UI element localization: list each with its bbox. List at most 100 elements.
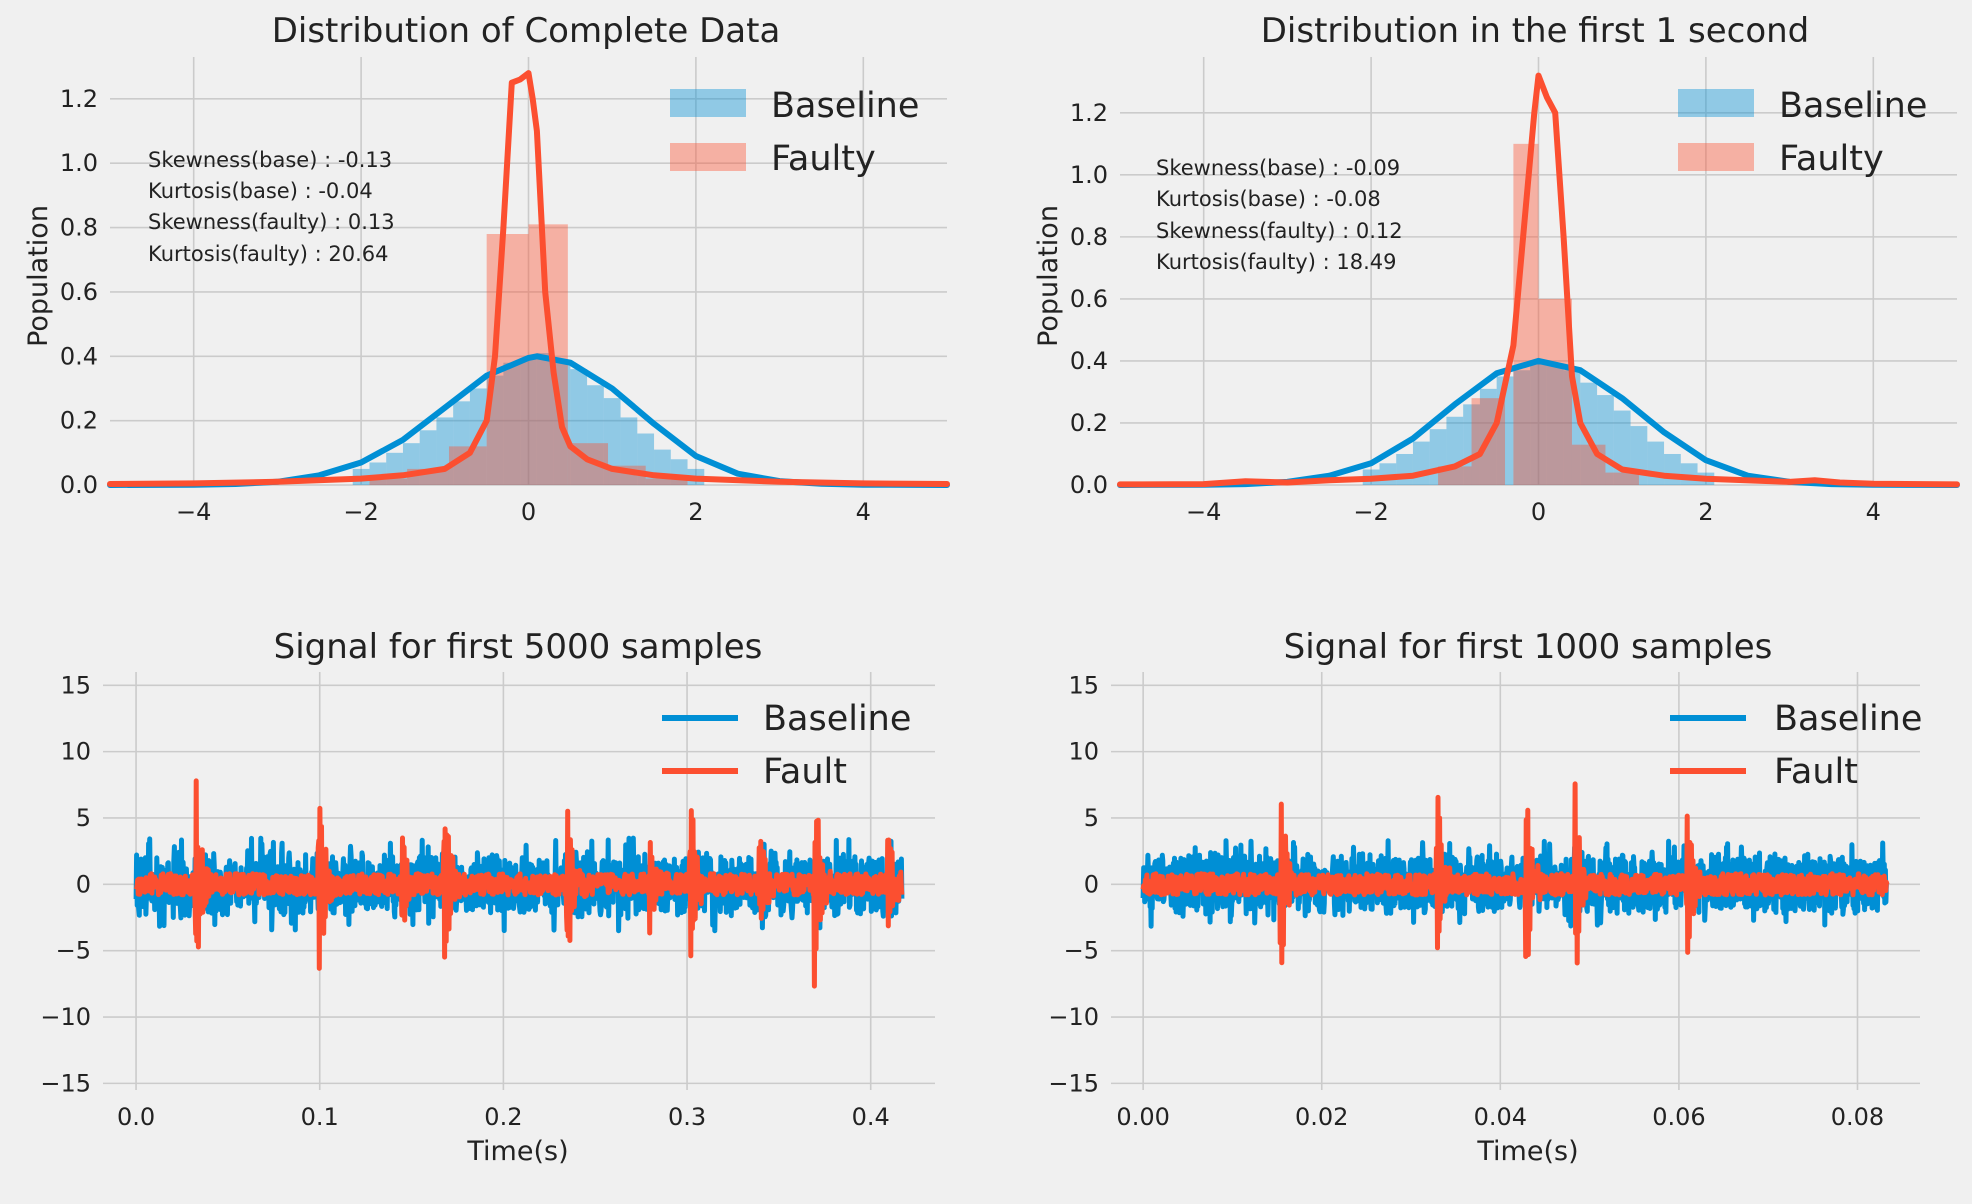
x-axis-label: Time(s)	[466, 1136, 568, 1167]
histogram-bar	[369, 478, 408, 485]
annotation-skewness-base: Skewness(base) : -0.13	[148, 148, 392, 172]
plot-area: −4 −2 0 2 4 0.0 0.2 0.4 0.6 0.8 1.0 1.2	[60, 57, 950, 526]
y-tick-label: 0.2	[60, 407, 98, 435]
x-axis-label: Time(s)	[1476, 1136, 1578, 1167]
x-tick-label: 2	[688, 498, 703, 526]
histogram-bar	[1530, 360, 1547, 485]
legend-label-faulty: Faulty	[1779, 139, 1884, 179]
legend: Baseline Faulty	[1678, 86, 1927, 179]
histogram-bar	[1647, 441, 1665, 485]
legend-label-baseline: Baseline	[1774, 699, 1922, 739]
y-tick-label: 1.2	[1070, 99, 1108, 127]
histogram-bar	[1546, 364, 1564, 485]
annotation-skewness-faulty: Skewness(faulty) : 0.12	[1156, 219, 1403, 243]
x-tick-label: 0.1	[301, 1103, 339, 1131]
legend: Baseline Fault	[662, 699, 911, 792]
histogram-bar	[645, 478, 688, 485]
y-tick-label: 0.8	[60, 214, 98, 242]
annotation-kurtosis-base: Kurtosis(base) : -0.08	[1156, 187, 1381, 211]
y-tick-label: 10	[60, 738, 91, 766]
x-tick-label: 0.0	[117, 1103, 155, 1131]
legend-swatch-faulty	[1678, 143, 1754, 171]
x-tick-label: 4	[856, 498, 871, 526]
y-tick-label: −15	[1048, 1069, 1099, 1097]
legend: Baseline Faulty	[670, 86, 919, 179]
x-tick-label: 0.00	[1116, 1103, 1169, 1131]
histogram-bar	[520, 359, 537, 485]
legend-label-faulty: Faulty	[771, 139, 876, 179]
legend-label-fault: Fault	[763, 752, 847, 792]
histogram-bar	[1571, 444, 1606, 485]
y-tick-label: 0.0	[1070, 471, 1108, 499]
legend-swatch-faulty	[670, 143, 746, 171]
y-tick-label: 0	[76, 870, 91, 898]
y-tick-label: −5	[56, 937, 91, 965]
legend-label-baseline: Baseline	[771, 86, 919, 126]
y-tick-label: −10	[40, 1003, 91, 1031]
y-tick-label: 15	[60, 671, 91, 699]
x-tick-label: 0	[1531, 498, 1546, 526]
y-tick-label: 0.2	[1070, 409, 1108, 437]
chart-distribution-first-second: −4 −2 0 2 4 0.0 0.2 0.4 0.6 0.8 1.0 1.2 Distributio…	[1033, 11, 1960, 526]
y-tick-label: 15	[1068, 671, 1099, 699]
x-tick-label: −2	[1353, 498, 1388, 526]
x-tick-label: 0.04	[1474, 1103, 1527, 1131]
x-tick-label: 0	[521, 498, 536, 526]
plot-area: 0.0 0.1 0.2 0.3 0.4 −15 −10 −5 0 5 10 15	[40, 671, 935, 1131]
histogram-bar	[1412, 441, 1430, 485]
histogram-bar	[536, 353, 554, 485]
legend-swatch-baseline	[670, 89, 746, 117]
annotation-block: Skewness(base) : -0.13 Kurtosis(base) : …	[148, 148, 395, 266]
y-tick-label: 0.0	[60, 471, 98, 499]
annotation-skewness-faulty: Skewness(faulty) : 0.13	[148, 210, 395, 234]
annotation-kurtosis-faulty: Kurtosis(faulty) : 20.64	[148, 242, 388, 266]
histogram-bar	[1664, 453, 1681, 485]
plot-area: −4 −2 0 2 4 0.0 0.2 0.4 0.6 0.8 1.0 1.2	[1070, 57, 1960, 526]
x-tick-label: 0.02	[1295, 1103, 1348, 1131]
y-tick-label: 10	[1068, 738, 1099, 766]
x-tick-label: −2	[343, 498, 378, 526]
data-layer	[133, 778, 905, 989]
data-layer	[107, 70, 950, 488]
y-tick-label: 1.0	[1070, 161, 1108, 189]
histogram-bar	[1396, 453, 1413, 485]
legend: Baseline Fault	[1670, 699, 1922, 792]
y-tick-label: −5	[1064, 937, 1099, 965]
data-layer	[1140, 781, 1890, 966]
data-layer	[1117, 72, 1960, 488]
chart-distribution-complete: −4 −2 0 2 4 0.0 0.2 0.4 0.6 0.8 1.0 1.2 Distributio…	[23, 11, 950, 526]
chart-title: Signal for first 1000 samples	[1284, 627, 1773, 667]
signal-line-fault	[1140, 781, 1890, 966]
y-axis-label: Population	[1033, 205, 1064, 347]
chart-signal-1000: 0.00 0.02 0.04 0.06 0.08 −15 −10 −5 0 5 10 15 Signa…	[1048, 627, 1922, 1167]
x-tick-label: −4	[176, 498, 211, 526]
y-tick-label: −15	[40, 1069, 91, 1097]
y-tick-label: 1.0	[60, 149, 98, 177]
y-tick-label: 0	[1084, 870, 1099, 898]
legend-swatch-baseline	[1678, 89, 1754, 117]
legend-label-fault: Fault	[1774, 752, 1858, 792]
y-tick-label: 5	[76, 804, 91, 832]
x-tick-label: 0.3	[668, 1103, 706, 1131]
annotation-block: Skewness(base) : -0.09 Kurtosis(base) : …	[1156, 156, 1403, 274]
y-tick-label: 5	[1084, 804, 1099, 832]
chart-signal-5000: 0.0 0.1 0.2 0.3 0.4 −15 −10 −5 0 5 10 15 Signal for…	[40, 627, 935, 1167]
x-tick-label: 2	[1698, 498, 1713, 526]
annotation-kurtosis-base: Kurtosis(base) : -0.04	[148, 179, 373, 203]
legend-label-baseline: Baseline	[1779, 86, 1927, 126]
x-tick-label: 0.08	[1831, 1103, 1884, 1131]
y-tick-label: 0.6	[60, 278, 98, 306]
chart-title: Distribution in the first 1 second	[1261, 11, 1810, 51]
x-tick-label: −4	[1186, 498, 1221, 526]
y-tick-label: −10	[1048, 1003, 1099, 1031]
legend-label-baseline: Baseline	[763, 699, 911, 739]
y-tick-label: 1.2	[60, 85, 98, 113]
chart-title: Distribution of Complete Data	[272, 11, 781, 51]
y-axis-label: Population	[23, 205, 54, 347]
plot-area: 0.00 0.02 0.04 0.06 0.08 −15 −10 −5 0 5 10 15	[1048, 671, 1920, 1131]
kde-line-faulty	[107, 70, 950, 487]
signal-line-fault	[134, 778, 905, 989]
annotation-kurtosis-faulty: Kurtosis(faulty) : 18.49	[1156, 250, 1396, 274]
x-tick-label: 0.06	[1652, 1103, 1705, 1131]
